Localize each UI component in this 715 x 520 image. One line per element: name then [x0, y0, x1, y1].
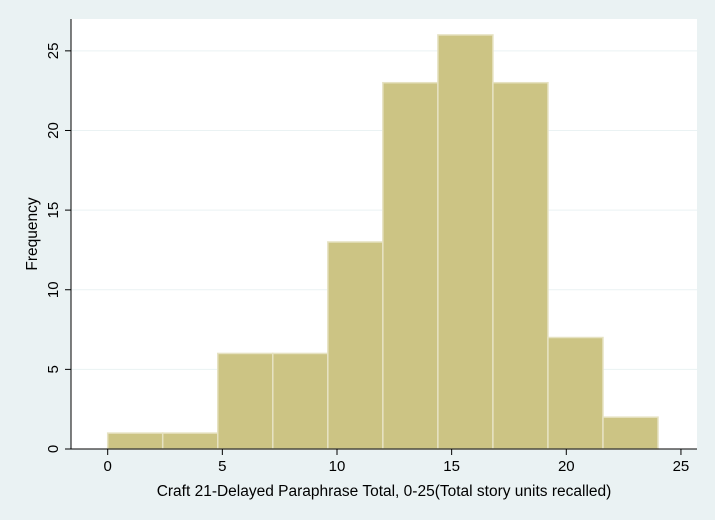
y-tick-label-10: 10	[45, 281, 62, 298]
axes	[65, 19, 697, 455]
y-axis-title: Frequency	[24, 197, 41, 270]
x-tick-label-15: 15	[443, 458, 460, 475]
histogram-bar-9	[547, 336, 604, 450]
histogram-bar-3	[217, 352, 274, 450]
x-tick-label-5: 5	[218, 458, 226, 475]
histogram-bar-1	[106, 432, 164, 450]
tick-labels: 0 5 10 15 20 25 0 5 10 15 20 25	[45, 43, 689, 475]
y-tick-label-0: 0	[45, 445, 62, 453]
histogram-bar-10	[602, 416, 659, 450]
histogram-bars	[106, 34, 659, 450]
y-tick-label-25: 25	[45, 43, 62, 60]
x-tick-label-20: 20	[558, 458, 575, 475]
y-tick-label-15: 15	[45, 202, 62, 219]
x-tick-label-25: 25	[673, 458, 690, 475]
x-axis-title: Craft 21-Delayed Paraphrase Total, 0-25(…	[157, 483, 612, 500]
histogram-bar-2	[161, 432, 219, 450]
y-tick-label-5: 5	[45, 365, 62, 373]
x-tick-label-10: 10	[329, 458, 346, 475]
x-tick-label-0: 0	[104, 458, 112, 475]
histogram-bar-7	[437, 34, 494, 450]
histogram-bar-4	[272, 352, 329, 450]
histogram-bar-6	[382, 81, 439, 450]
y-tick-label-20: 20	[45, 122, 62, 139]
histogram-bar-5	[327, 241, 384, 450]
histogram-bar-8	[492, 81, 549, 450]
